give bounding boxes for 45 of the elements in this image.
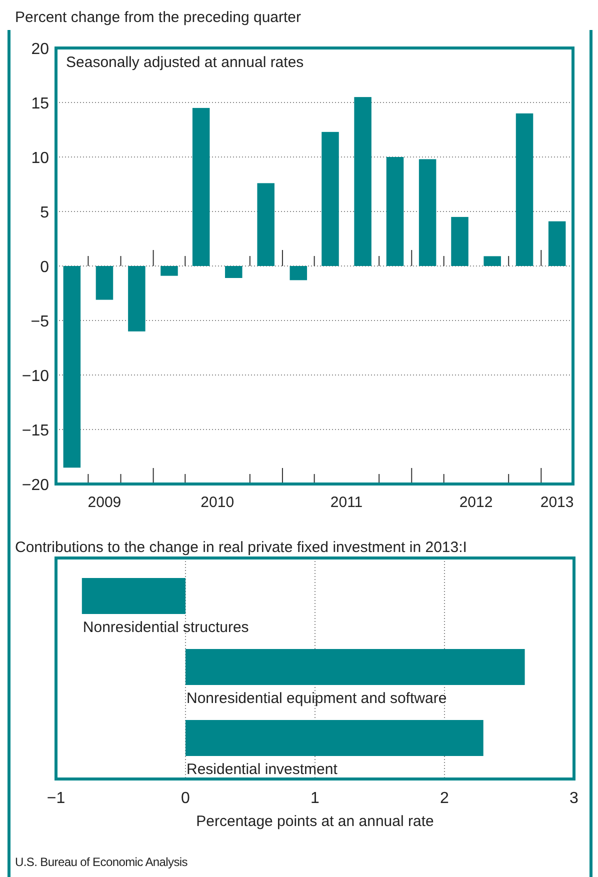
x-tick-label: 2011 [330,494,363,511]
bar [386,157,404,266]
y-tick-label: Nonresidential structures [82,619,249,636]
x-tick-label: 2012 [459,494,493,511]
bar [128,266,146,332]
bar [160,266,178,276]
y-tick-label: Residential investment [186,761,338,778]
x-tick-label: 2013 [540,494,574,511]
y-tick-label: 15 [31,96,50,112]
bar [354,97,372,266]
chart-title: Contributions to the change in real private fixed investment in 2013:I [15,539,467,556]
y-tick-label: 0 [40,259,50,276]
bar [322,132,339,266]
x-tick-label: 1 [310,790,320,807]
x-tick-label: 2 [440,790,450,807]
x-tick-label: 3 [570,790,579,807]
bar [548,221,566,266]
bar [418,159,436,266]
y-tick-label: −20 [22,477,50,494]
text: U.S. Bureau of Economic Analysis [15,855,188,869]
chart-subtitle: Seasonally adjusted at annual rates [66,54,304,71]
bar [82,578,186,614]
bar [290,266,308,280]
x-tick-label: 2010 [200,494,234,511]
bar [516,113,534,266]
x-axis-title: Percentage points at an annual rate [196,813,434,830]
x-tick-label: 2009 [88,494,122,511]
bar [225,266,242,278]
y-tick-label: Nonresidential equipment and software [186,690,447,707]
bar [451,216,468,266]
y-tick-label: 10 [31,150,50,167]
y-tick-label: 20 [31,41,50,58]
y-tick-label: −15 [22,422,50,440]
y-tick-label: −10 [22,368,50,385]
bar [484,256,501,266]
bar [186,720,484,756]
bar [257,183,274,266]
x-tick-label: −1 [46,790,66,807]
chart-title: Percent change from the preceding quarter [15,9,302,26]
bar [96,266,114,300]
bar [192,108,210,266]
bar [186,649,525,685]
y-tick-label: −5 [30,314,50,330]
bar [63,266,81,468]
y-tick-label: 5 [40,204,50,222]
